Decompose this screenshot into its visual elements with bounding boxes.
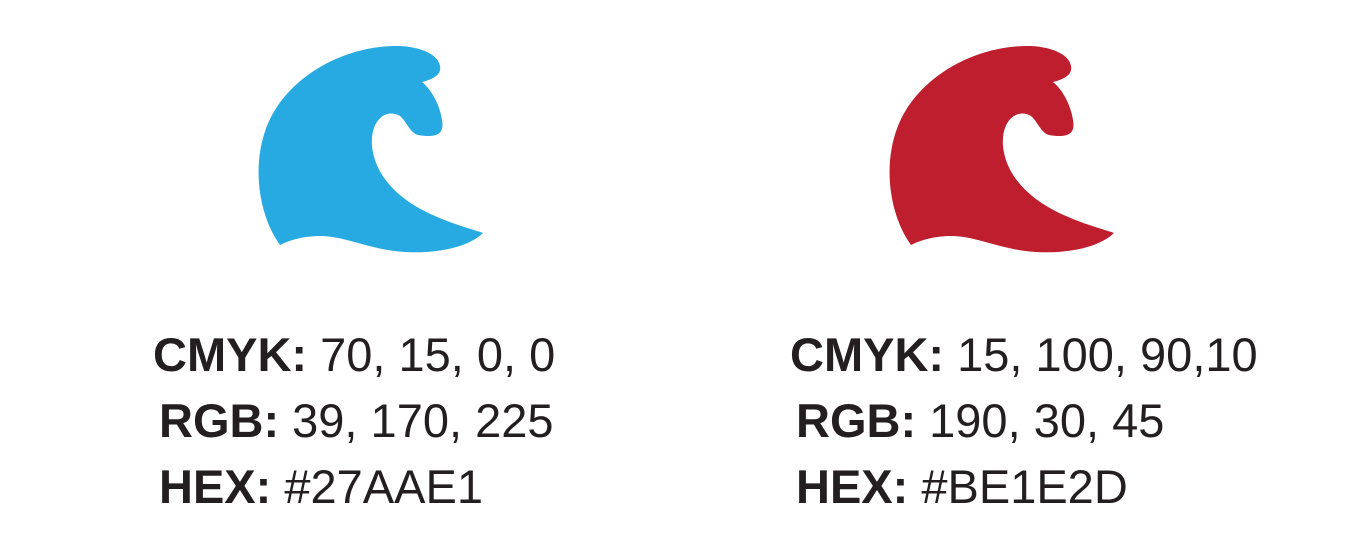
rgb-label: RGB:	[159, 394, 280, 447]
cmyk-value: 15, 100, 90,10	[957, 328, 1258, 381]
hex-line: HEX: #27AAE1	[153, 454, 555, 520]
cmyk-label: CMYK:	[153, 328, 308, 381]
swatch-red: CMYK: 15, 100, 90,10 RGB: 190, 30, 45 HE…	[677, 0, 1354, 556]
cmyk-line: CMYK: 15, 100, 90,10	[790, 322, 1258, 388]
wave-icon	[889, 45, 1114, 253]
hex-label: HEX:	[159, 460, 272, 513]
wave-icon	[258, 45, 483, 253]
color-specs: CMYK: 15, 100, 90,10 RGB: 190, 30, 45 HE…	[790, 322, 1258, 520]
hex-label: HEX:	[796, 460, 909, 513]
swatch-blue: CMYK: 70, 15, 0, 0 RGB: 39, 170, 225 HEX…	[153, 45, 555, 520]
rgb-value: 39, 170, 225	[292, 394, 554, 447]
cmyk-line: CMYK: 70, 15, 0, 0	[153, 322, 555, 388]
rgb-line: RGB: 190, 30, 45	[790, 388, 1258, 454]
hex-value: #BE1E2D	[921, 460, 1128, 513]
hex-value: #27AAE1	[284, 460, 483, 513]
rgb-value: 190, 30, 45	[929, 394, 1165, 447]
cmyk-label: CMYK:	[790, 328, 945, 381]
hex-line: HEX: #BE1E2D	[790, 454, 1258, 520]
cmyk-value: 70, 15, 0, 0	[320, 328, 556, 381]
rgb-line: RGB: 39, 170, 225	[153, 388, 555, 454]
color-specs: CMYK: 70, 15, 0, 0 RGB: 39, 170, 225 HEX…	[153, 322, 555, 520]
rgb-label: RGB:	[796, 394, 917, 447]
